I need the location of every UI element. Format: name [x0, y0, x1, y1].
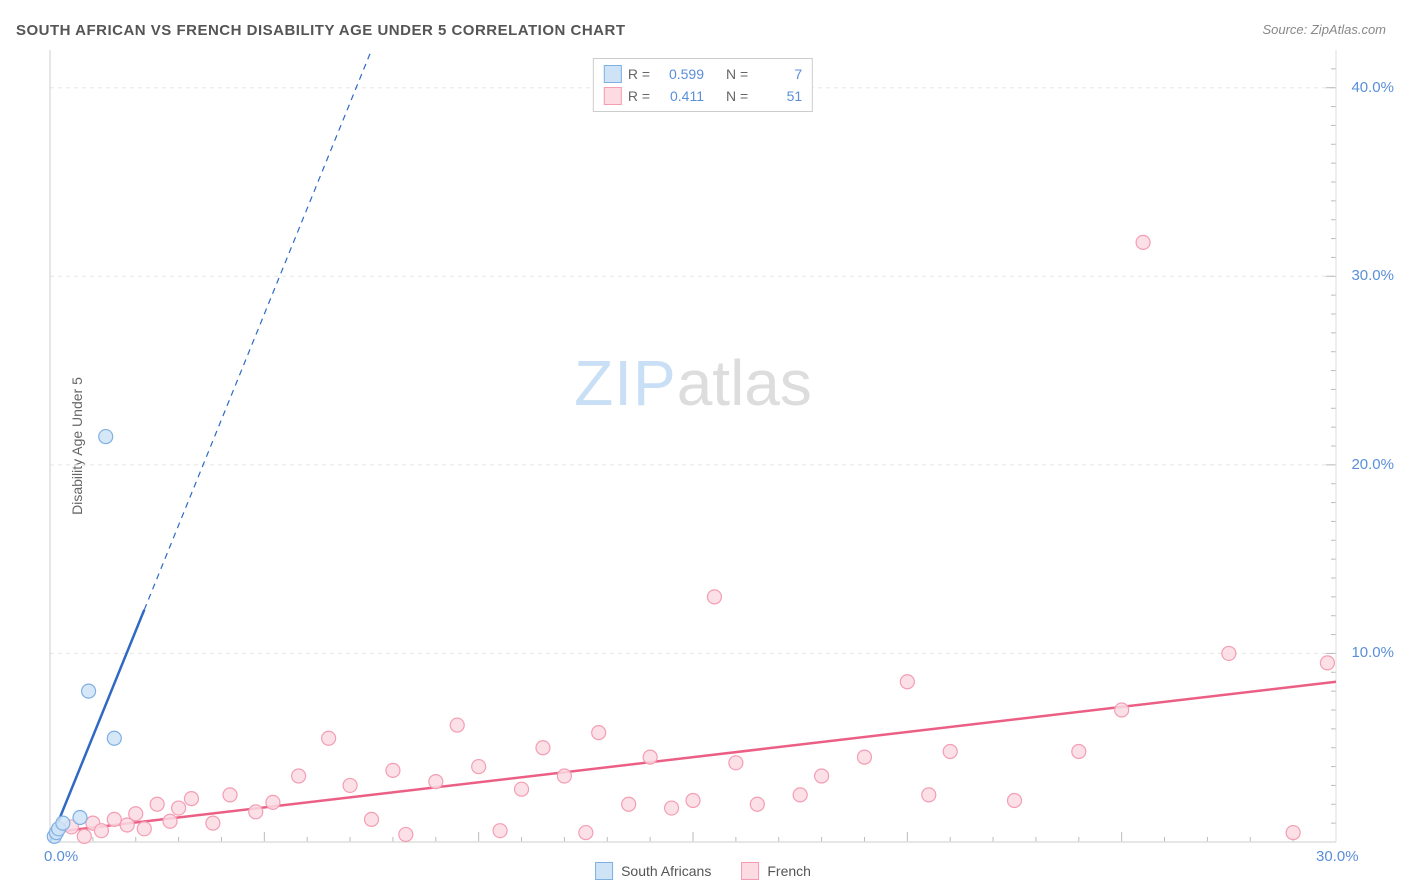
x-axis-max-label: 30.0%: [1316, 848, 1359, 865]
swatch-french: [604, 87, 622, 105]
y-tick-label: 40.0%: [1351, 79, 1394, 96]
r-value-1: 0.599: [656, 66, 704, 82]
stats-row-series2: R = 0.411 N = 51: [604, 85, 802, 107]
r-label-2: R =: [628, 88, 650, 104]
swatch-south-africans-b: [595, 862, 613, 880]
legend-item-french: French: [741, 862, 811, 880]
y-tick-label: 30.0%: [1351, 267, 1394, 284]
legend-label-1: South Africans: [621, 863, 711, 879]
y-tick-label: 20.0%: [1351, 456, 1394, 473]
chart-container: SOUTH AFRICAN VS FRENCH DISABILITY AGE U…: [0, 0, 1406, 892]
x-axis-origin-label: 0.0%: [44, 848, 78, 865]
n-label: N =: [726, 66, 748, 82]
plot-area: ZIPatlas: [50, 50, 1336, 842]
chart-svg: [50, 50, 1336, 842]
series-legend: South Africans French: [595, 862, 811, 880]
stats-row-series1: R = 0.599 N = 7: [604, 63, 802, 85]
source-attribution: Source: ZipAtlas.com: [1262, 22, 1386, 37]
chart-title: SOUTH AFRICAN VS FRENCH DISABILITY AGE U…: [16, 22, 626, 39]
n-value-2: 51: [754, 88, 802, 104]
y-tick-label: 10.0%: [1351, 644, 1394, 661]
swatch-french-b: [741, 862, 759, 880]
legend-item-south-africans: South Africans: [595, 862, 711, 880]
r-label: R =: [628, 66, 650, 82]
n-label-2: N =: [726, 88, 748, 104]
legend-label-2: French: [767, 863, 811, 879]
r-value-2: 0.411: [656, 88, 704, 104]
n-value-1: 7: [754, 66, 802, 82]
stats-legend: R = 0.599 N = 7 R = 0.411 N = 51: [593, 58, 813, 112]
swatch-south-africans: [604, 65, 622, 83]
